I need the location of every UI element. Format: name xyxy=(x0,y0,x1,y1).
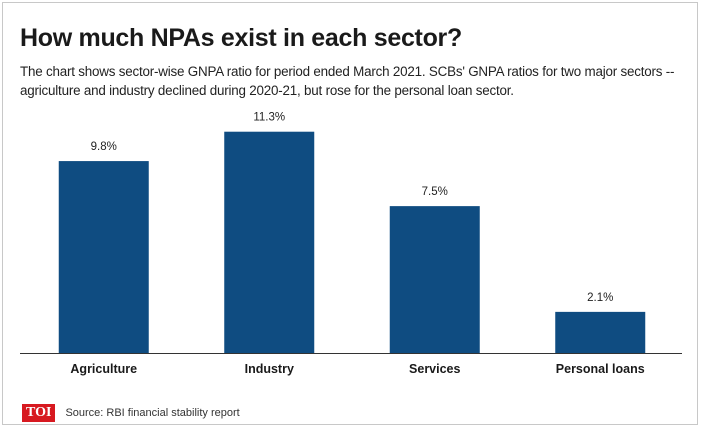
x-tick-label-industry: Industry xyxy=(245,362,294,376)
bar-agriculture xyxy=(58,161,149,353)
x-tick-label-personal-loans: Personal loans xyxy=(556,362,645,376)
data-label-industry: 11.3% xyxy=(253,112,285,124)
data-label-services: 7.5% xyxy=(422,186,448,198)
data-label-personal-loans: 2.1% xyxy=(587,292,613,304)
bar-personal-loans xyxy=(555,311,646,353)
x-tick-label-agriculture: Agriculture xyxy=(70,362,137,376)
chart-subtitle: The chart shows sector-wise GNPA ratio f… xyxy=(20,64,675,98)
footer: TOI Source: RBI financial stability repo… xyxy=(22,404,240,422)
data-label-agriculture: 9.8% xyxy=(91,141,117,153)
toi-logo: TOI xyxy=(22,404,56,422)
source-note: Source: RBI financial stability report xyxy=(65,407,240,419)
x-tick-label-services: Services xyxy=(409,362,460,376)
chart-title: How much NPAs exist in each sector? xyxy=(20,24,462,52)
bar-industry xyxy=(224,131,315,353)
bar-services xyxy=(389,206,480,353)
